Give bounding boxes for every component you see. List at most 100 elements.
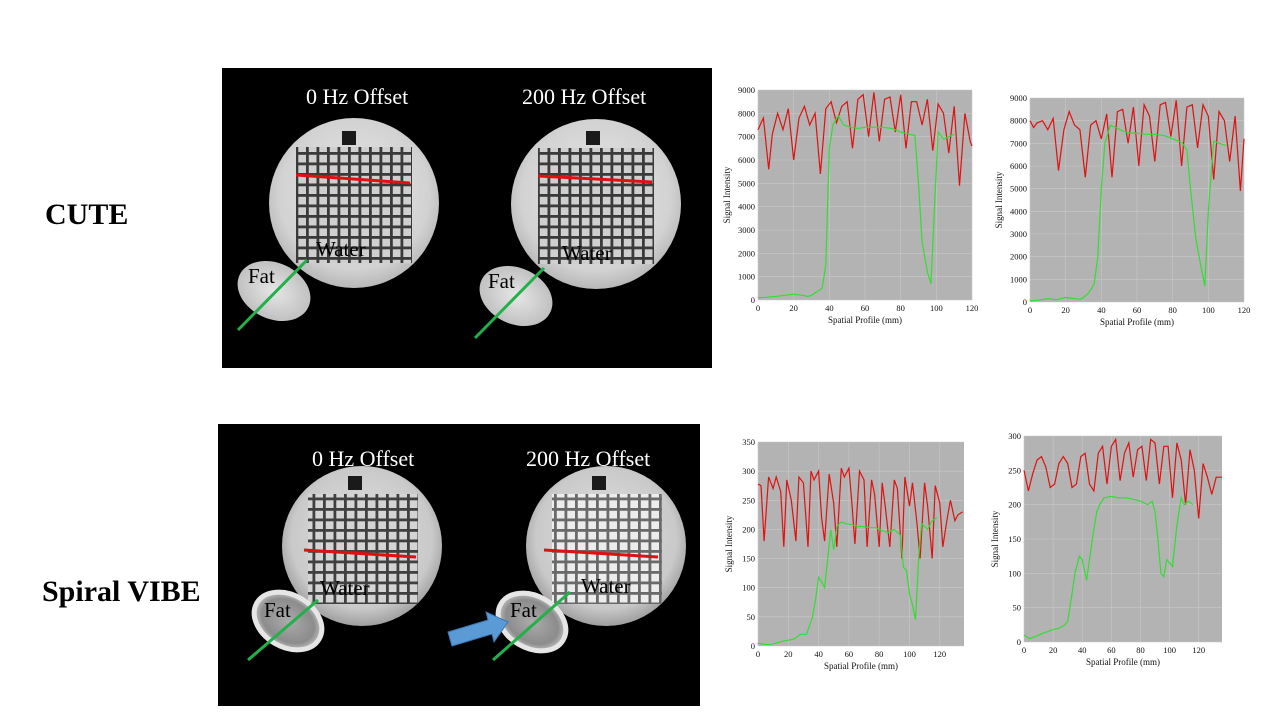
x-tick-label: 0 bbox=[1028, 305, 1032, 315]
y-tick-label: 5000 bbox=[1010, 184, 1027, 194]
caption-offset-0: 0 Hz Offset bbox=[306, 84, 408, 109]
series-line-green bbox=[1023, 495, 1194, 640]
y-tick-label: 1000 bbox=[738, 272, 755, 282]
y-axis-label: Signal Intensity bbox=[724, 515, 734, 572]
label-water: Water bbox=[581, 574, 631, 598]
y-tick-label: 6000 bbox=[738, 155, 755, 165]
x-tick-label: 20 bbox=[784, 649, 793, 659]
red-profile-line bbox=[543, 548, 659, 559]
y-tick-label: 2000 bbox=[1010, 252, 1027, 262]
y-tick-label: 7000 bbox=[1010, 138, 1027, 148]
x-tick-label: 40 bbox=[1097, 305, 1106, 315]
series-line-green bbox=[757, 114, 955, 299]
label-water: Water bbox=[562, 241, 612, 265]
series-line-red bbox=[757, 466, 963, 559]
x-tick-label: 100 bbox=[1163, 645, 1176, 655]
caption-offset-200: 200 Hz Offset bbox=[526, 446, 650, 471]
y-tick-label: 8000 bbox=[1010, 116, 1027, 126]
x-tick-label: 100 bbox=[930, 303, 943, 313]
x-tick-label: 60 bbox=[1133, 305, 1142, 315]
y-tick-label: 9000 bbox=[738, 85, 755, 95]
label-fat: Fat bbox=[248, 264, 275, 288]
x-tick-label: 120 bbox=[1238, 305, 1251, 315]
y-tick-label: 300 bbox=[1008, 431, 1021, 441]
y-tick-label: 150 bbox=[742, 554, 755, 564]
mri-panel-cute: 0 Hz Offset 200 Hz Offset Water Fat Wate… bbox=[222, 68, 712, 368]
x-tick-label: 80 bbox=[1168, 305, 1177, 315]
green-profile-line bbox=[236, 258, 309, 332]
y-tick-label: 3000 bbox=[1010, 229, 1027, 239]
y-tick-label: 1000 bbox=[1010, 274, 1027, 284]
profile-chart-cute-0hz: 0 1000 2000 3000 4000 5000 6000 7000 8000 9000 0 20… bbox=[718, 84, 980, 340]
y-tick-label: 100 bbox=[1008, 568, 1021, 578]
phantom-fat-right bbox=[495, 590, 569, 654]
series-line-red bbox=[1023, 437, 1222, 519]
y-tick-label: 350 bbox=[742, 437, 755, 447]
x-tick-label: 60 bbox=[1107, 645, 1116, 655]
x-tick-label: 0 bbox=[756, 303, 760, 313]
y-tick-label: 0 bbox=[751, 641, 755, 651]
x-tick-label: 20 bbox=[1061, 305, 1070, 315]
green-profile-line bbox=[473, 266, 546, 340]
y-tick-label: 300 bbox=[742, 466, 755, 476]
x-axis-label: Spatial Profile (mm) bbox=[824, 661, 898, 671]
green-profile-line bbox=[492, 590, 571, 662]
phantom-water-left bbox=[269, 118, 439, 288]
red-profile-line bbox=[537, 174, 653, 184]
row-label-cute: CUTE bbox=[45, 198, 129, 231]
y-tick-label: 7000 bbox=[738, 132, 755, 142]
profile-chart-vibe-0hz: 0 50 100 150 200 250 300 350 0 20 40 60 80 100 120 Spat… bbox=[720, 436, 970, 680]
y-tick-label: 8000 bbox=[738, 108, 755, 118]
label-water: Water bbox=[316, 237, 366, 261]
x-tick-label: 0 bbox=[1022, 645, 1026, 655]
x-tick-label: 120 bbox=[933, 649, 946, 659]
label-fat: Fat bbox=[510, 598, 537, 622]
label-fat: Fat bbox=[264, 598, 291, 622]
phantom-water-right bbox=[526, 466, 686, 626]
x-tick-label: 40 bbox=[825, 303, 834, 313]
y-tick-label: 250 bbox=[742, 495, 755, 505]
label-water: Water bbox=[320, 576, 370, 600]
x-tick-label: 20 bbox=[1049, 645, 1058, 655]
mri-panel-spiral-vibe: 0 Hz Offset 200 Hz Offset Water Fat Wate… bbox=[218, 424, 700, 706]
y-tick-label: 9000 bbox=[1010, 93, 1027, 103]
series-line-red bbox=[757, 92, 973, 186]
x-tick-label: 80 bbox=[1136, 645, 1145, 655]
series-line-red bbox=[1029, 100, 1245, 191]
y-tick-label: 100 bbox=[742, 583, 755, 593]
y-tick-label: 0 bbox=[1023, 297, 1027, 307]
x-tick-label: 120 bbox=[1192, 645, 1205, 655]
green-profile-line bbox=[247, 598, 319, 662]
y-tick-label: 6000 bbox=[1010, 161, 1027, 171]
row-label-spiral-vibe: Spiral VIBE bbox=[42, 575, 201, 608]
red-profile-line bbox=[303, 548, 417, 559]
series-line-green bbox=[757, 517, 938, 646]
caption-offset-0: 0 Hz Offset bbox=[312, 446, 414, 471]
x-tick-label: 100 bbox=[903, 649, 916, 659]
y-tick-label: 200 bbox=[1008, 500, 1021, 510]
y-tick-label: 200 bbox=[742, 524, 755, 534]
x-tick-label: 80 bbox=[875, 649, 884, 659]
x-tick-label: 80 bbox=[896, 303, 905, 313]
arrow-icon bbox=[447, 611, 509, 647]
y-axis-label: Signal Intensity bbox=[990, 510, 1000, 567]
x-tick-label: 100 bbox=[1202, 305, 1215, 315]
red-profile-line bbox=[295, 173, 411, 185]
y-tick-label: 0 bbox=[751, 295, 755, 305]
y-tick-label: 4000 bbox=[738, 202, 755, 212]
caption-offset-200: 200 Hz Offset bbox=[522, 84, 646, 109]
profile-chart-cute-200hz: 0 1000 2000 3000 4000 5000 6000 7000 8000 9000 0 20… bbox=[990, 92, 1252, 342]
x-tick-label: 60 bbox=[845, 649, 854, 659]
y-tick-label: 50 bbox=[1013, 603, 1022, 613]
y-tick-label: 50 bbox=[747, 612, 756, 622]
y-tick-label: 3000 bbox=[738, 225, 755, 235]
y-tick-label: 5000 bbox=[738, 178, 755, 188]
x-tick-label: 40 bbox=[1078, 645, 1087, 655]
profile-chart-vibe-200hz: 0 50 100 150 200 250 300 0 20 40 60 80 100 120 Spatial… bbox=[986, 430, 1228, 676]
y-tick-label: 0 bbox=[1017, 637, 1021, 647]
x-tick-label: 40 bbox=[814, 649, 823, 659]
phantom-water-left bbox=[282, 466, 442, 626]
y-axis-label: Signal Intensity bbox=[994, 171, 1004, 228]
x-axis-label: Spatial Profile (mm) bbox=[1086, 657, 1160, 667]
x-axis-label: Spatial Profile (mm) bbox=[1100, 317, 1174, 327]
